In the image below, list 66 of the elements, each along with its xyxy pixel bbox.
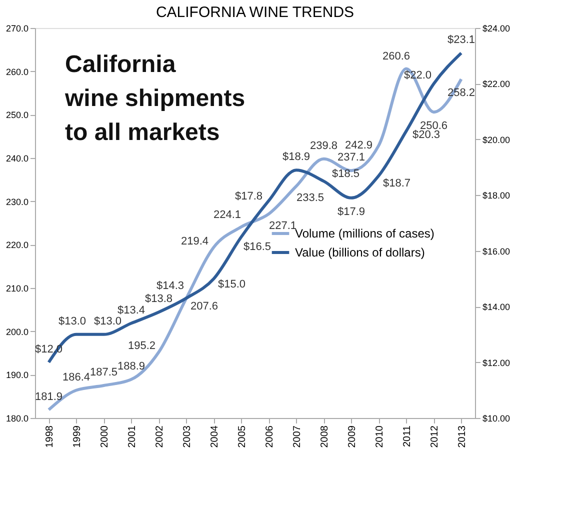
data-label: $14.3 — [156, 280, 184, 292]
x-tick-label: 2013 — [456, 425, 468, 448]
data-label: 224.1 — [213, 208, 242, 221]
data-label: $13.8 — [144, 293, 173, 306]
data-label: $22.0 — [404, 70, 432, 82]
y-tick-label: 220.0 — [6, 240, 28, 250]
data-label: 181.9 — [34, 390, 63, 403]
y-tick-label: 250.0 — [6, 110, 28, 120]
data-label: $15.0 — [218, 278, 246, 291]
x-tick-label: 2012 — [429, 425, 440, 448]
data-label: 242.9 — [344, 139, 373, 152]
data-label: $18.9 — [282, 151, 310, 164]
x-tick-label: 2011 — [402, 425, 413, 448]
data-label: 207.6 — [190, 300, 218, 312]
y2-tick-label: $24.00 — [482, 24, 510, 34]
data-label: $23.1 — [447, 34, 476, 46]
data-label: $18.7 — [382, 178, 411, 190]
x-tick-label: 1998 — [44, 425, 56, 448]
x-tick-label: 2004 — [209, 425, 220, 448]
y2-tick-label: $10.00 — [482, 414, 510, 424]
data-label: $13.4 — [117, 304, 146, 316]
x-tick-label: 2003 — [182, 425, 193, 448]
x-tick-label: 2007 — [292, 425, 303, 448]
data-label: $13.0 — [58, 315, 86, 328]
y2-tick-label: $22.00 — [482, 79, 510, 90]
legend-label: Value (billions of dollars) — [295, 246, 425, 260]
y-tick-label: 240.0 — [6, 154, 28, 164]
x-tick-label: 2006 — [264, 425, 276, 448]
data-label: $18.5 — [332, 168, 360, 180]
data-label: 219.4 — [180, 235, 209, 248]
y2-tick-label: $20.00 — [482, 134, 510, 145]
y-tick-label: 210.0 — [6, 284, 28, 294]
x-tick-label: 2005 — [236, 425, 248, 448]
y-tick-label: 180.0 — [6, 414, 28, 424]
data-label: 239.8 — [310, 140, 338, 152]
y2-tick-label: $12.00 — [482, 358, 510, 368]
y-tick-label: 200.0 — [6, 326, 28, 337]
data-label: 237.1 — [337, 152, 366, 164]
data-label: 187.5 — [90, 366, 118, 378]
x-tick-label: 1999 — [72, 425, 83, 448]
x-tick-label: 2009 — [346, 425, 358, 448]
data-label: $17.8 — [234, 190, 263, 203]
data-label: $13.0 — [94, 315, 122, 328]
y2-tick-label: $14.00 — [482, 302, 510, 312]
y-tick-label: 230.0 — [6, 196, 28, 207]
x-tick-label: 2002 — [154, 425, 166, 448]
data-label: 260.6 — [382, 50, 410, 63]
data-label: 186.4 — [62, 371, 90, 384]
chart-title: CALIFORNIA WINE TRENDS — [156, 4, 354, 21]
y-tick-label: 190.0 — [6, 370, 28, 380]
y2-tick-label: $16.00 — [482, 246, 510, 256]
x-tick-label: 2001 — [126, 425, 138, 448]
x-tick-label: 2010 — [374, 425, 386, 448]
y-tick-label: 260.0 — [6, 66, 28, 77]
y2-tick-label: $18.00 — [482, 190, 510, 201]
x-tick-label: 2000 — [99, 425, 110, 448]
data-label: 188.9 — [117, 360, 146, 372]
legend-label: Volume (millions of cases) — [295, 226, 434, 240]
data-label: $16.5 — [243, 240, 272, 253]
data-label: $17.9 — [337, 206, 366, 218]
y-tick-label: 270.0 — [6, 24, 28, 34]
x-tick-label: 2008 — [319, 425, 330, 448]
data-label: 233.5 — [296, 192, 324, 204]
annotation: California wine shipments to all markets — [64, 51, 246, 146]
data-label: $20.3 — [412, 129, 440, 142]
data-label: 195.2 — [128, 340, 156, 352]
